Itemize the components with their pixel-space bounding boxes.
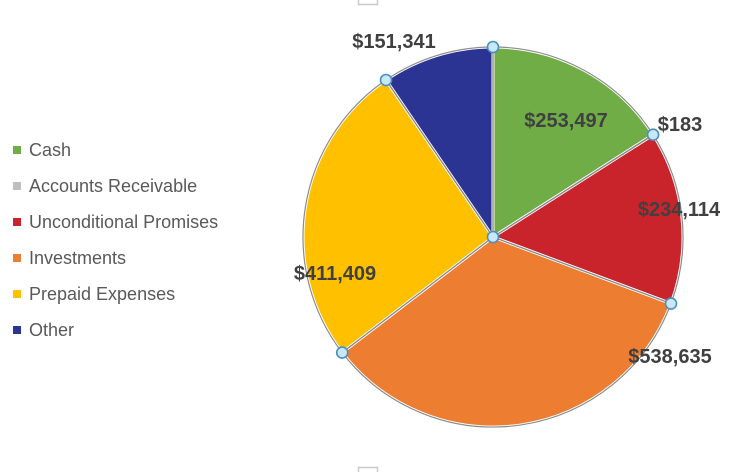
legend-swatch-icon: [13, 218, 21, 226]
selection-handle-icon[interactable]: [664, 297, 678, 310]
resize-handle-icon[interactable]: [357, 0, 379, 6]
legend-swatch-icon: [13, 146, 21, 154]
legend-item-prepaid-expenses[interactable]: Prepaid Expenses: [13, 284, 218, 304]
selection-handle-icon[interactable]: [335, 346, 349, 359]
resize-handle-icon[interactable]: [357, 466, 379, 472]
legend-item-label: Unconditional Promises: [29, 212, 219, 232]
legend-swatch-icon: [13, 254, 21, 262]
legend-item-label: Accounts Receivable: [29, 176, 198, 196]
legend-item-cash[interactable]: Cash: [13, 140, 218, 160]
legend-item-accounts-receivable[interactable]: Accounts Receivable: [13, 176, 218, 196]
legend-swatch-icon: [13, 326, 21, 334]
data-label-cash[interactable]: $253,497: [524, 110, 607, 132]
data-label-accounts-receivable[interactable]: $183: [658, 114, 703, 136]
chart-legend: Cash Accounts Receivable Unconditional Pro…: [13, 140, 218, 340]
selection-handle-icon[interactable]: [486, 230, 500, 244]
selection-handle-icon[interactable]: [486, 40, 500, 54]
legend-swatch-icon: [13, 290, 21, 298]
legend-item-label: Cash: [29, 140, 72, 160]
legend-swatch-icon: [13, 182, 21, 190]
selection-handle-icon[interactable]: [379, 73, 393, 87]
data-label-unconditional-promises[interactable]: $234,114: [638, 199, 721, 221]
data-label-prepaid-expenses[interactable]: $411,409: [294, 263, 376, 285]
selection-handle-icon[interactable]: [646, 128, 660, 141]
legend-item-label: Prepaid Expenses: [29, 284, 176, 304]
legend-item-label: Investments: [29, 248, 127, 268]
data-label-investments[interactable]: $538,635: [628, 346, 711, 368]
data-label-other[interactable]: $151,341: [352, 31, 435, 53]
legend-item-other[interactable]: Other: [13, 320, 218, 340]
legend-item-unconditional-promises[interactable]: Unconditional Promises: [13, 212, 218, 232]
legend-item-label: Other: [29, 320, 75, 340]
legend-item-investments[interactable]: Investments: [13, 248, 218, 268]
